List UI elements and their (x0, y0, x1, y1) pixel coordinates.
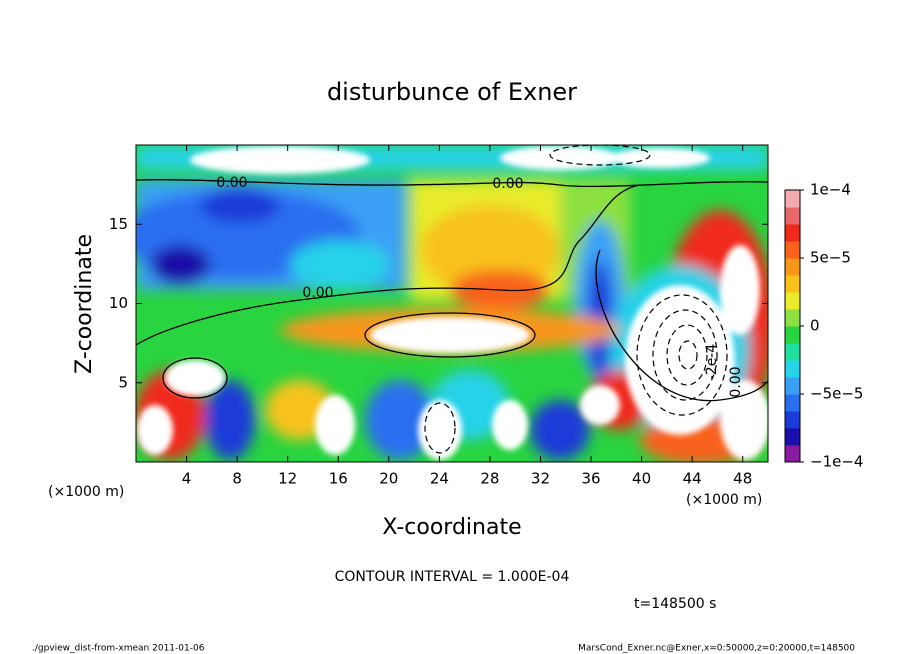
x-tick-label: 28 (480, 470, 499, 488)
x-tick-label: 32 (531, 470, 550, 488)
contour-interval: CONTOUR INTERVAL = 1.000E-04 (335, 569, 570, 585)
footer-left: ./gpview_dist-from-xmean 2011-01-06 (32, 644, 205, 654)
contour-label: 0.00 (492, 176, 523, 192)
colorbar-band (785, 445, 800, 463)
colorbar-band (785, 258, 800, 276)
contour-label: 0.00 (302, 285, 333, 301)
colorbar-tick-label: 0 (810, 317, 820, 335)
colorbar-tick-label: −1e−4 (810, 453, 863, 471)
colorbar-band (785, 326, 800, 344)
footer-right: MarsCond_Exner.nc@Exner,x=0:50000,z=0:20… (578, 644, 855, 654)
x-tick-label: 48 (733, 470, 752, 488)
colorbar-band (785, 292, 800, 310)
colorbar-band (785, 377, 800, 395)
x-tick-label: 4 (182, 470, 192, 488)
x-tick-label: 8 (232, 470, 242, 488)
colorbar-band (785, 411, 800, 429)
colorbar-band (785, 360, 800, 378)
contour-label: -2e-4 (704, 344, 720, 381)
colorbar-band (785, 224, 800, 242)
colorbar-band (785, 190, 800, 208)
x-axis-label: X-coordinate (382, 515, 521, 540)
y-axis-unit: (×1000 m) (48, 484, 124, 500)
colorbar-band (785, 275, 800, 293)
colorbar-band (785, 207, 800, 225)
field (136, 145, 768, 462)
colorbar-band (785, 394, 800, 412)
x-tick-label: 40 (632, 470, 651, 488)
colorbar-tick-label: −5e−5 (810, 385, 863, 403)
colorbar-band (785, 241, 800, 259)
chart-title: disturbunce of Exner (327, 78, 577, 106)
y-axis-label: Z-coordinate (72, 234, 97, 374)
x-axis-unit: (×1000 m) (686, 492, 762, 508)
y-tick-label: 5 (118, 373, 128, 391)
colorbar-band (785, 343, 800, 361)
x-tick-label: 36 (581, 470, 600, 488)
time-label: t=148500 s (634, 596, 716, 612)
y-tick-label: 10 (109, 294, 128, 312)
x-tick-label: 16 (329, 470, 348, 488)
x-tick-label: 24 (430, 470, 449, 488)
colorbar-band (785, 309, 800, 327)
y-tick-label: 15 (109, 215, 128, 233)
x-tick-label: 44 (683, 470, 702, 488)
x-tick-label: 12 (278, 470, 297, 488)
colorbar-tick-label: 5e−5 (810, 249, 851, 267)
x-tick-label: 20 (379, 470, 398, 488)
colorbar-band (785, 428, 800, 446)
contour-label: 0.00 (216, 175, 247, 191)
colorbar-tick-label: 1e−4 (810, 181, 851, 199)
contour-label: 0.00 (728, 366, 744, 397)
